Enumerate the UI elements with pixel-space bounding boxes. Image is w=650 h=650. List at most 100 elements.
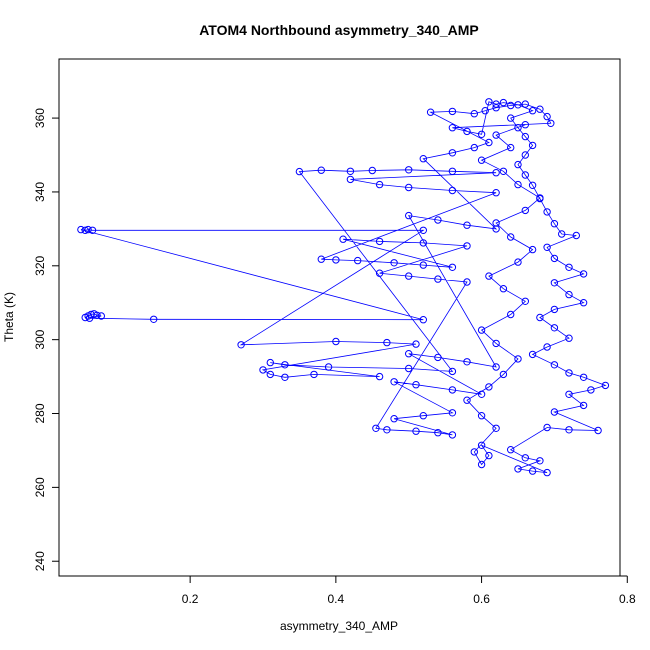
data-point <box>295 167 304 176</box>
data-point <box>499 98 508 107</box>
x-axis-label: asymmetry_340_AMP <box>280 619 398 633</box>
data-point <box>485 383 493 391</box>
data-point <box>448 367 457 376</box>
data-point <box>579 270 588 278</box>
data-point <box>281 361 289 369</box>
data-point <box>514 124 522 132</box>
data-point <box>528 350 537 359</box>
data-point <box>499 167 508 176</box>
data-point <box>332 256 340 264</box>
data-point <box>419 316 427 324</box>
data-point <box>405 211 413 220</box>
data-point <box>448 124 457 132</box>
data-point <box>419 239 427 247</box>
data-point <box>477 156 486 164</box>
data-point <box>405 272 413 280</box>
data-point <box>550 361 559 369</box>
data-point <box>492 339 500 348</box>
data-point <box>543 468 551 477</box>
y-axis-label: Theta (K) <box>2 292 16 342</box>
data-point <box>536 194 544 202</box>
data-point <box>521 151 529 159</box>
data-point <box>565 426 573 434</box>
data-point <box>412 427 420 435</box>
data-point <box>543 243 551 252</box>
x-tick-label: 0.6 <box>473 592 490 606</box>
data-point <box>317 255 325 263</box>
data-point <box>521 100 529 108</box>
data-point <box>463 242 471 250</box>
data-point <box>507 446 515 454</box>
data-point <box>463 278 471 286</box>
data-point <box>543 208 551 216</box>
data-point <box>521 132 529 141</box>
data-point <box>485 451 493 460</box>
data-point <box>477 460 486 469</box>
data-point <box>543 423 551 432</box>
data-point <box>536 105 544 113</box>
data-point <box>93 311 101 319</box>
data-point <box>514 180 522 189</box>
y-tick-label: 300 <box>33 329 47 349</box>
data-point <box>477 441 486 449</box>
data-point <box>346 167 355 176</box>
y-tick-label: 280 <box>33 403 47 423</box>
data-point <box>521 454 529 462</box>
data-point <box>448 107 457 116</box>
data-point <box>492 363 500 371</box>
data-point <box>528 107 537 115</box>
data-point <box>565 263 573 271</box>
plot-marks <box>77 98 610 477</box>
data-point <box>372 424 380 432</box>
data-point <box>434 216 442 224</box>
y-tick-label: 260 <box>33 477 47 497</box>
data-point <box>85 314 94 322</box>
data-point <box>150 315 158 323</box>
data-point <box>390 415 398 423</box>
data-point <box>463 358 471 366</box>
data-point <box>237 341 245 349</box>
data-point <box>565 334 573 342</box>
data-point <box>448 263 457 271</box>
data-point <box>579 373 588 381</box>
data-point <box>87 310 95 319</box>
data-point <box>405 364 413 373</box>
data-point <box>97 312 106 320</box>
data-point <box>346 175 355 184</box>
data-point <box>485 98 493 106</box>
data-point <box>565 369 573 377</box>
data-point <box>84 225 92 234</box>
data-point <box>317 166 325 174</box>
data-point <box>550 279 559 287</box>
data-point <box>419 226 427 235</box>
data-point <box>477 390 486 398</box>
data-point <box>412 340 420 348</box>
data-point <box>485 272 493 280</box>
data-point <box>507 143 515 152</box>
data-point <box>477 130 486 139</box>
data-point <box>405 166 413 174</box>
data-point <box>259 366 267 374</box>
data-point <box>499 370 508 379</box>
data-point <box>419 261 427 269</box>
data-point <box>514 465 522 473</box>
data-point <box>383 338 391 347</box>
data-point <box>463 127 471 136</box>
data-point <box>434 353 442 362</box>
data-point <box>565 390 573 398</box>
data-point <box>601 381 610 390</box>
data-point <box>485 138 493 147</box>
chart-title: ATOM4 Northbound asymmetry_340_AMP <box>199 22 479 38</box>
data-point <box>332 337 340 346</box>
data-point <box>492 189 500 197</box>
plot-area-frame <box>58 58 621 577</box>
data-point <box>375 180 384 189</box>
data-point <box>536 457 544 465</box>
data-point <box>266 370 274 379</box>
data-point <box>579 401 588 410</box>
data-point <box>492 169 500 177</box>
data-point <box>463 221 471 229</box>
data-point <box>528 467 537 475</box>
data-point <box>463 396 471 404</box>
